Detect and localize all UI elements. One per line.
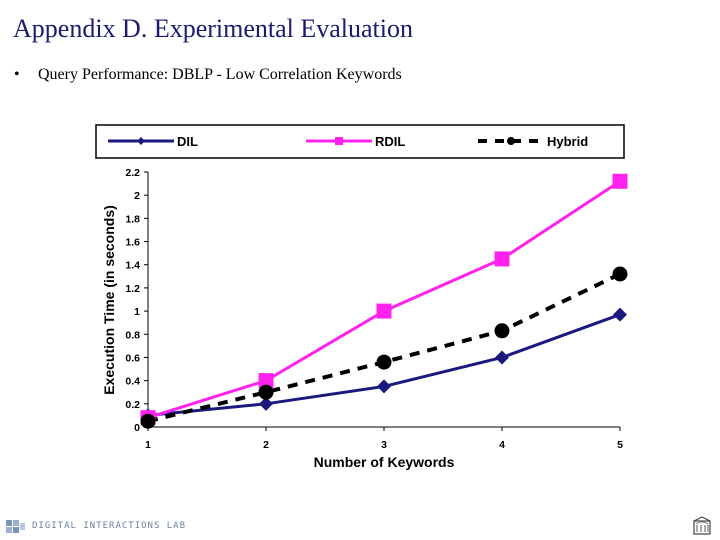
y-tick-label: 0.4 (125, 376, 140, 388)
hybrid-data-point (258, 384, 274, 400)
rdil-data-point (258, 373, 274, 389)
rdil-data-point (612, 173, 628, 189)
y-tick-label: 1.4 (125, 260, 140, 272)
hybrid-legend-label: Hybrid (547, 134, 588, 149)
dil-legend-label: DIL (177, 134, 198, 149)
legend: DIL RDIL Hybrid (108, 134, 588, 149)
y-tick-label: 1.8 (125, 213, 140, 225)
y-ticks: 0 0.2 0.4 0.6 0.8 1 1.2 1.4 1.6 1.8 2 2.2 (125, 167, 148, 434)
hybrid-data-point (612, 266, 628, 282)
dil-data-point (495, 350, 509, 365)
dil-data-point (613, 307, 627, 322)
series-markers (140, 173, 628, 429)
x-axis-label: Number of Keywords (314, 454, 455, 470)
bullet-item: • Query Performance: DBLP - Low Correlati… (14, 66, 402, 84)
x-tick-label: 1 (145, 439, 151, 451)
y-tick-label: 2 (134, 190, 140, 202)
y-tick-label: 0.6 (125, 352, 140, 364)
slide-title: Appendix D. Experimental Evaluation (13, 14, 414, 43)
bullet-text: Query Performance: DBLP - Low Correlatio… (38, 66, 402, 83)
y-tick-label: 0.8 (125, 329, 140, 341)
rdil-data-point (376, 303, 392, 319)
y-tick-label: 1.6 (125, 237, 140, 249)
x-tick-label: 4 (499, 439, 505, 451)
lab-logo-icon (6, 519, 25, 533)
y-tick-label: 0 (134, 422, 140, 434)
hybrid-series-line (147, 272, 621, 424)
bullet-icon: • (14, 66, 20, 83)
hybrid-data-point (376, 354, 392, 370)
y-tick-label: 0.2 (125, 399, 140, 411)
y-tick-label: 1 (134, 306, 140, 318)
hybrid-legend-marker (507, 137, 515, 145)
rdil-data-point (494, 251, 510, 267)
dil-data-point (377, 379, 391, 394)
institution-seal-icon (693, 516, 711, 535)
lab-logo: DIGITAL INTERACTIONS LAB (6, 519, 186, 533)
dil-legend-marker (137, 137, 145, 145)
x-ticks: 1 2 3 4 5 (145, 427, 623, 451)
rdil-legend-label: RDIL (375, 134, 405, 149)
x-tick-label: 5 (617, 439, 623, 451)
hybrid-data-point (140, 413, 156, 429)
rdil-legend-marker (335, 137, 343, 145)
y-tick-label: 2.2 (125, 167, 140, 179)
hybrid-data-point (494, 323, 510, 339)
lab-logo-text: DIGITAL INTERACTIONS LAB (32, 521, 187, 531)
y-axis-label: Execution Time (in seconds) (101, 205, 117, 395)
x-tick-label: 3 (381, 439, 387, 451)
x-tick-label: 2 (263, 439, 269, 451)
dil-data-point (259, 396, 273, 411)
y-tick-label: 1.2 (125, 283, 140, 295)
